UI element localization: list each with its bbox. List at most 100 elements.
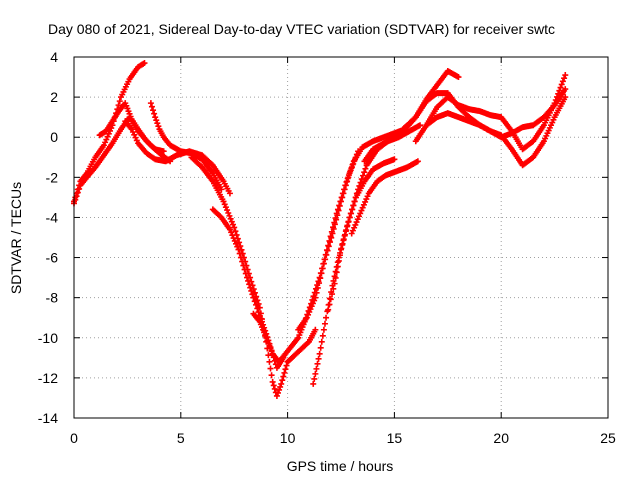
data-point — [352, 154, 359, 161]
data-point — [237, 243, 244, 250]
data-point — [339, 194, 346, 201]
data-point — [334, 212, 341, 219]
data-point — [361, 169, 368, 176]
data-point — [327, 239, 334, 246]
data-point — [253, 293, 260, 300]
data-point — [338, 246, 344, 253]
data-point — [344, 223, 351, 230]
data-point — [148, 103, 155, 110]
data-point — [238, 246, 245, 253]
data-point — [320, 326, 327, 333]
data-point — [340, 237, 347, 244]
data-point — [312, 326, 319, 333]
data-point — [333, 269, 340, 276]
data-point — [328, 234, 335, 241]
data-point — [271, 385, 278, 392]
data-point — [320, 260, 327, 267]
y-tick-label: -2 — [46, 169, 59, 185]
data-point — [323, 251, 330, 258]
data-point — [353, 190, 360, 197]
data-point — [323, 314, 330, 321]
data-point — [332, 274, 339, 281]
data-point — [151, 110, 158, 117]
data-point — [273, 392, 280, 399]
series-sat-6 — [209, 206, 287, 371]
data-point — [314, 284, 321, 291]
y-axis-label: SDTVAR / TECUs — [8, 182, 24, 294]
x-tick-label: 25 — [600, 430, 616, 446]
data-point — [141, 60, 148, 67]
data-point — [251, 289, 258, 296]
data-point — [274, 389, 281, 396]
data-point — [282, 366, 289, 373]
data-point — [342, 228, 349, 235]
data-point — [351, 157, 358, 164]
data-point — [344, 178, 351, 185]
data-point — [324, 247, 331, 254]
data-point — [280, 373, 287, 380]
data-point — [150, 107, 157, 114]
data-point — [236, 239, 243, 246]
data-point — [348, 206, 355, 213]
data-point — [317, 344, 324, 351]
data-point — [325, 306, 332, 313]
data-point — [231, 224, 238, 231]
x-axis-label: GPS time / hours — [287, 458, 394, 474]
data-point — [311, 375, 318, 382]
y-tick-label: -14 — [38, 410, 58, 426]
data-point — [281, 369, 288, 376]
x-tick-label: 15 — [387, 430, 403, 446]
y-tick-label: -6 — [46, 250, 59, 266]
data-point — [329, 291, 336, 298]
data-point — [326, 301, 333, 308]
data-point — [218, 186, 225, 193]
data-point — [234, 235, 241, 242]
data-point — [313, 289, 320, 296]
data-point — [319, 265, 326, 272]
data-point — [359, 172, 366, 179]
x-tick-label: 10 — [280, 430, 296, 446]
data-point — [268, 372, 275, 379]
data-point — [277, 383, 284, 390]
data-point — [222, 204, 229, 211]
data-point — [227, 215, 234, 222]
data-point — [314, 360, 321, 367]
data-point — [225, 209, 232, 216]
data-point — [341, 232, 348, 239]
data-point — [336, 202, 343, 209]
data-point — [278, 380, 285, 387]
data-point — [345, 219, 352, 226]
plot-frame — [73, 56, 609, 419]
data-point — [72, 196, 79, 203]
data-point — [318, 270, 325, 277]
series-sat-14 — [412, 72, 569, 153]
y-tick-label: -12 — [38, 370, 58, 386]
data-point — [269, 378, 276, 385]
data-point — [350, 160, 357, 167]
data-point — [562, 94, 569, 101]
data-series — [71, 60, 569, 399]
data-point — [321, 320, 328, 327]
series-sat-5 — [147, 100, 225, 193]
tick-labels: 0 5 10 15 20 25 -14 -12 -10 -8 -6 -4 -2 0 2 4 — [38, 49, 616, 446]
data-point — [226, 212, 233, 219]
data-point — [325, 243, 332, 250]
data-point — [357, 179, 364, 186]
series-sat-4 — [122, 118, 233, 197]
data-point — [362, 165, 369, 172]
data-point — [330, 285, 337, 292]
y-tick-label: -10 — [38, 330, 58, 346]
data-point — [346, 170, 353, 177]
data-point — [348, 164, 355, 171]
data-point — [557, 84, 564, 91]
data-point — [338, 198, 344, 205]
data-point — [312, 370, 319, 377]
data-point — [335, 207, 342, 214]
data-point — [244, 266, 251, 273]
data-point — [334, 263, 341, 270]
data-point — [558, 81, 565, 88]
series-sat-12 — [348, 158, 421, 237]
data-point — [313, 365, 320, 372]
data-point — [340, 190, 347, 197]
series-sat-11 — [295, 148, 362, 333]
